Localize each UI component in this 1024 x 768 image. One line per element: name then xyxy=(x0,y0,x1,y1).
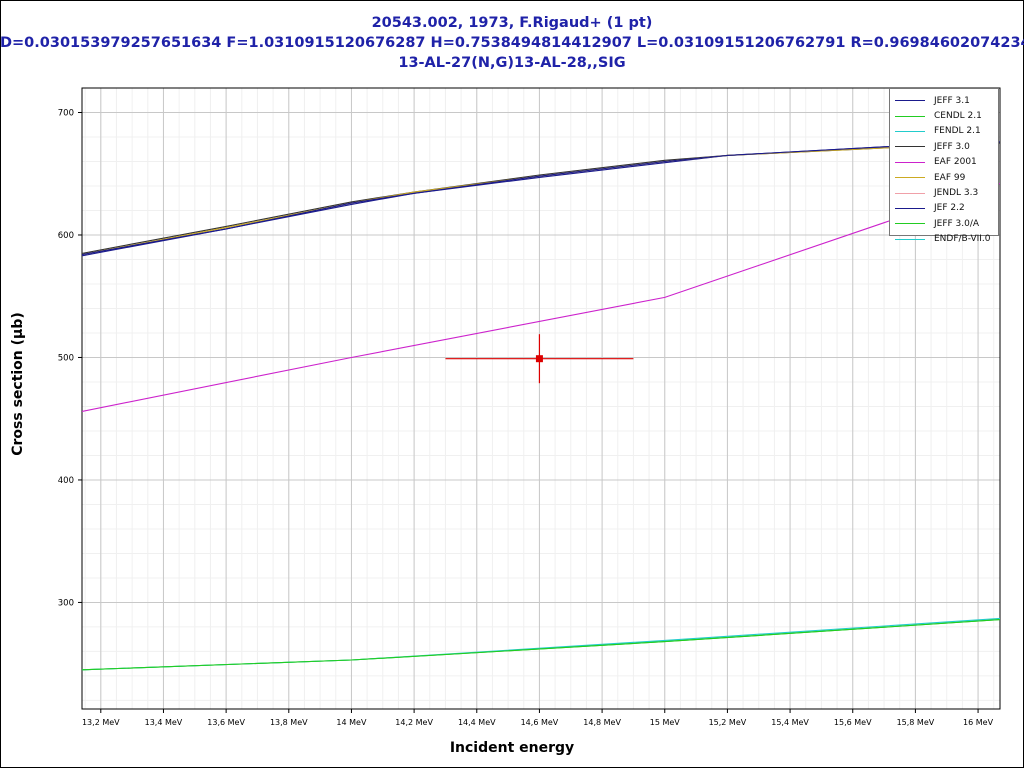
legend-swatch xyxy=(895,177,925,179)
y-tick-label: 500 xyxy=(58,353,74,363)
legend-entry: JEFF 3.1 xyxy=(890,93,998,108)
x-tick-label: 13,8 MeV xyxy=(270,718,308,727)
legend-entry: CENDL 2.1 xyxy=(890,108,998,123)
legend-swatch xyxy=(895,207,925,209)
series-line-jeff-3-1 xyxy=(82,141,1000,257)
legend-label: JEF 2.2 xyxy=(934,203,965,214)
x-tick-label: 14 MeV xyxy=(336,718,367,727)
series-line-jeff-3-0-a xyxy=(82,619,1000,671)
series-line-jeff-3-0 xyxy=(82,142,1000,254)
x-tick-label: 13,6 MeV xyxy=(207,718,245,727)
x-tick-label: 15,4 MeV xyxy=(771,718,809,727)
x-tick-label: 15,2 MeV xyxy=(709,718,747,727)
series-line-eaf-2001 xyxy=(82,182,1000,412)
legend-entry: EAF 2001 xyxy=(890,155,998,170)
legend-swatch xyxy=(895,223,925,225)
y-tick-label: 600 xyxy=(58,231,74,241)
legend-swatch xyxy=(895,115,925,117)
legend-entry: JEFF 3.0/A xyxy=(890,216,998,231)
y-axis-label: Cross section (µb) xyxy=(10,312,26,456)
legend-swatch xyxy=(895,146,925,148)
chart-title: 20543.002, 1973, F.Rigaud+ (1 pt) D=0.03… xyxy=(0,13,1024,73)
legend-swatch xyxy=(895,238,925,240)
x-axis-label: Incident energy xyxy=(449,740,575,756)
legend-label: FENDL 2.1 xyxy=(934,126,981,137)
plot-area-border xyxy=(81,87,1001,710)
legend-label: EAF 99 xyxy=(934,172,966,183)
x-tick-label: 14,4 MeV xyxy=(458,718,496,727)
legend-swatch xyxy=(895,100,925,102)
legend-swatch xyxy=(895,192,925,194)
y-tick-label: 300 xyxy=(58,598,74,608)
x-tick-label: 15 MeV xyxy=(650,718,681,727)
x-tick-label: 15,6 MeV xyxy=(834,718,872,727)
y-tick-label: 700 xyxy=(58,108,74,118)
legend-entry: ENDF/B-VII.0 xyxy=(890,232,998,247)
title-line-2: D=0.030153979257651634 F=1.0310915120676… xyxy=(0,35,1024,51)
x-tick-label: 13,2 MeV xyxy=(82,718,120,727)
legend-entry: JEF 2.2 xyxy=(890,201,998,216)
title-line-3: 13-AL-27(N,G)13-AL-28,,SIG xyxy=(398,55,626,71)
legend-entry: JENDL 3.3 xyxy=(890,185,998,200)
legend-swatch xyxy=(895,161,925,163)
x-tick-label: 13,4 MeV xyxy=(145,718,183,727)
legend-label: JEFF 3.0/A xyxy=(934,218,980,229)
legend-label: JENDL 3.3 xyxy=(934,188,979,199)
legend-label: ENDF/B-VII.0 xyxy=(934,234,991,245)
legend-label: EAF 2001 xyxy=(934,157,977,168)
legend: JEFF 3.1 CENDL 2.1 FENDL 2.1 JEFF 3.0 EAF 20… xyxy=(889,88,999,244)
legend-label: CENDL 2.1 xyxy=(934,111,982,122)
legend-entry: FENDL 2.1 xyxy=(890,124,998,139)
legend-label: JEFF 3.0 xyxy=(934,141,970,152)
legend-entry: JEFF 3.0 xyxy=(890,139,998,154)
x-tick-label: 14,6 MeV xyxy=(521,718,559,727)
series-line-jef-2-2 xyxy=(82,141,1000,256)
x-tick-label: 15,8 MeV xyxy=(897,718,935,727)
x-tick-label: 16 MeV xyxy=(963,718,994,727)
y-tick-label: 400 xyxy=(58,476,74,486)
legend-swatch xyxy=(895,130,925,132)
legend-label: JEFF 3.1 xyxy=(934,95,970,106)
series-line-fendl-2-1 xyxy=(82,617,1000,671)
x-tick-label: 14,2 MeV xyxy=(395,718,433,727)
measurement-point xyxy=(535,355,543,363)
title-line-1: 20543.002, 1973, F.Rigaud+ (1 pt) xyxy=(371,15,653,31)
series-line-eaf-99 xyxy=(82,141,1000,256)
legend-entry: EAF 99 xyxy=(890,170,998,185)
x-tick-label: 14,8 MeV xyxy=(583,718,621,727)
